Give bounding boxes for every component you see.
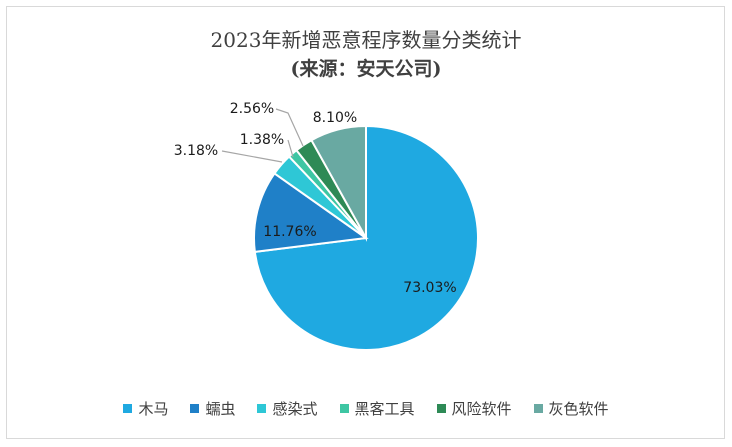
chart-title: 2023年新增恶意程序数量分类统计 bbox=[210, 28, 522, 52]
data-label-3: 3.18% bbox=[174, 143, 218, 159]
legend: 木马 蠕虫 感染式 黑客工具 风险软件 灰色软件 bbox=[0, 398, 732, 419]
legend-swatch bbox=[257, 404, 267, 413]
legend-label: 灰色软件 bbox=[548, 400, 609, 418]
legend-label: 风险软件 bbox=[451, 400, 512, 418]
legend-item-5: 风险软件 bbox=[436, 398, 512, 419]
data-label-6: 8.10% bbox=[313, 110, 357, 126]
pie-slice-6 bbox=[310, 124, 367, 242]
data-label-5: 2.56% bbox=[230, 101, 274, 117]
legend-label: 黑客工具 bbox=[354, 400, 415, 418]
legend-item-2: 蠕虫 bbox=[190, 398, 235, 419]
leader-line-5 bbox=[275, 108, 304, 147]
data-label-2: 11.76% bbox=[263, 224, 316, 240]
leader-line-3 bbox=[221, 150, 283, 163]
legend-swatch bbox=[123, 404, 133, 413]
legend-swatch bbox=[436, 404, 446, 413]
legend-swatch bbox=[533, 404, 543, 413]
legend-item-4: 黑客工具 bbox=[339, 398, 415, 419]
leader-line-4 bbox=[287, 139, 294, 158]
legend-item-6: 灰色软件 bbox=[533, 398, 609, 419]
legend-item-3: 感染式 bbox=[257, 398, 318, 419]
legend-label: 感染式 bbox=[272, 400, 318, 418]
legend-swatch bbox=[190, 404, 200, 413]
pie-slice-2 bbox=[253, 172, 369, 253]
chart-subtitle: (来源：安天公司) bbox=[290, 58, 442, 80]
data-label-4: 1.38% bbox=[240, 132, 284, 148]
legend-swatch bbox=[339, 404, 349, 413]
legend-item-1: 木马 bbox=[123, 398, 168, 419]
legend-label: 蠕虫 bbox=[205, 400, 236, 418]
data-label-1: 73.03% bbox=[403, 280, 456, 296]
legend-label: 木马 bbox=[138, 400, 169, 418]
